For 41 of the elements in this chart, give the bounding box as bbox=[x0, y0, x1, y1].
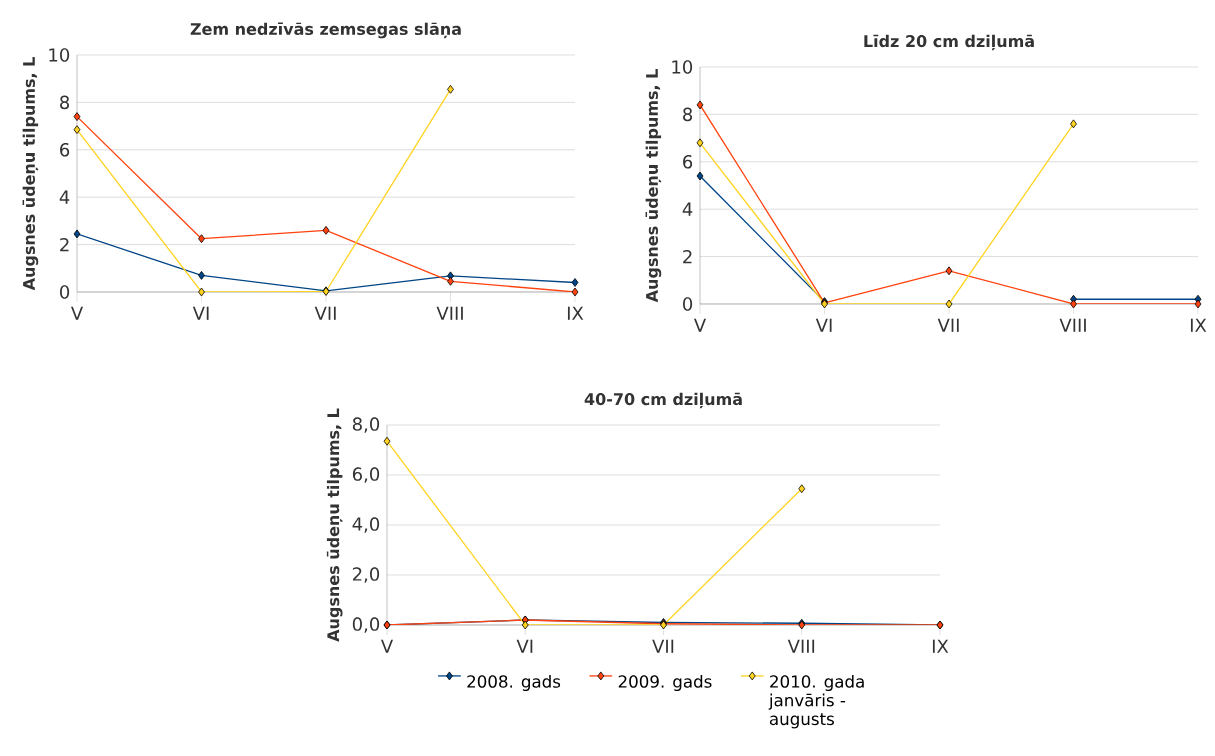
y-tick-label: 8 bbox=[60, 95, 70, 110]
x-tick-label: VII bbox=[314, 306, 336, 320]
chart-title: 40-70 cm dziļumā bbox=[584, 392, 742, 409]
y-tick-label: 10 bbox=[672, 60, 693, 74]
y-tick-label: 0 bbox=[60, 285, 70, 299]
legend-label: 2009. gads bbox=[618, 674, 712, 692]
y-tick-label: 2 bbox=[683, 249, 692, 264]
y-axis-title: Augsnes ūdeņu tilpums, L bbox=[326, 408, 343, 642]
y-tick-label: 4 bbox=[59, 190, 70, 204]
x-tick-label: IX bbox=[1190, 318, 1207, 332]
chart-title: Līdz 20 cm dziļumā bbox=[864, 34, 1034, 51]
y-tick-label: 6 bbox=[60, 142, 70, 157]
y-tick-label: 0 bbox=[683, 297, 693, 311]
x-tick-label: V bbox=[381, 639, 394, 653]
x-tick-label: VIII bbox=[436, 306, 463, 320]
x-tick-label: VII bbox=[652, 639, 674, 653]
x-tick-label: VIII bbox=[787, 639, 815, 653]
y-tick-label: 6,0 bbox=[352, 467, 380, 483]
chart-title: Zem nedzīvās zemsegas slāņa bbox=[190, 22, 461, 39]
legend-label: 2008. gads bbox=[467, 674, 561, 692]
y-tick-label: 8,0 bbox=[352, 417, 380, 433]
y-tick-label: 6 bbox=[683, 154, 693, 169]
x-tick-label: VI bbox=[516, 639, 533, 653]
y-tick-label: 4,0 bbox=[352, 517, 380, 533]
y-axis-title: Augsnes ūdeņu tilpums, L bbox=[645, 69, 662, 303]
x-tick-label: IX bbox=[567, 306, 584, 320]
y-tick-label: 2,0 bbox=[352, 567, 380, 583]
y-tick-label: 8 bbox=[683, 107, 693, 122]
x-tick-label: VI bbox=[815, 318, 832, 332]
x-tick-label: VI bbox=[192, 306, 209, 320]
y-tick-label: 0,0 bbox=[352, 617, 380, 633]
y-tick-label: 10 bbox=[49, 48, 70, 62]
x-tick-label: V bbox=[693, 318, 707, 332]
y-tick-label: 4 bbox=[682, 202, 693, 216]
x-tick-label: IX bbox=[932, 639, 949, 653]
x-tick-label: VII bbox=[937, 318, 959, 332]
x-tick-label: VIII bbox=[1059, 318, 1086, 332]
y-axis-title: Augsnes ūdeņu tilpums, L bbox=[22, 57, 39, 291]
legend-label: 2010. gada janvāris - augusts bbox=[768, 674, 864, 729]
x-tick-label: V bbox=[71, 306, 84, 320]
y-tick-label: 2 bbox=[60, 237, 69, 252]
